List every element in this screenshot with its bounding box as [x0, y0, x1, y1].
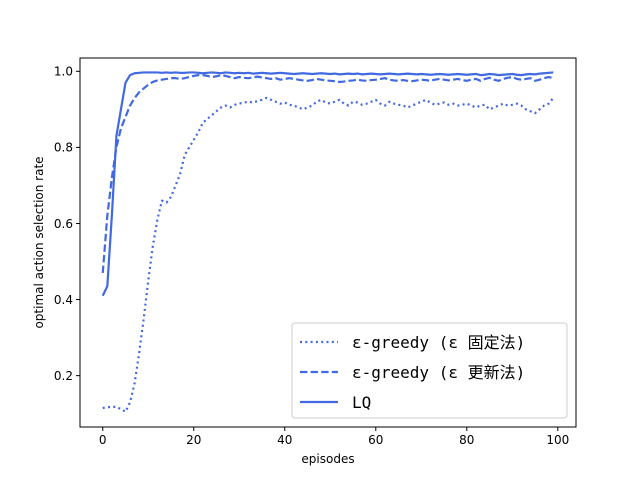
series-layer [101, 71, 555, 413]
y-axis-label: optimal action selection rate [32, 156, 46, 328]
y-tick-label: 0.6 [54, 217, 73, 231]
legend-label-3: LQ [352, 393, 371, 412]
y-tick-label: 1.0 [54, 65, 73, 79]
legend-label-2: ε-greedy (ε 更新法) [352, 363, 525, 382]
x-tick-label: 0 [99, 433, 107, 447]
x-tick-label: 20 [186, 433, 201, 447]
x-tick-label: 40 [277, 433, 292, 447]
legend: ε-greedy (ε 固定法) ε-greedy (ε 更新法) LQ [291, 322, 568, 419]
series-line-1 [102, 96, 555, 413]
legend-label-1: ε-greedy (ε 固定法) [352, 333, 525, 352]
ticks-layer: 0 20 40 60 80 100 0.2 0.4 0.6 0.8 1.0 [54, 65, 569, 447]
legend-box [291, 322, 568, 419]
plot-frame [79, 57, 577, 428]
series-line-2 [101, 74, 554, 274]
legend-items: ε-greedy (ε 固定法) ε-greedy (ε 更新法) LQ [300, 333, 525, 412]
y-tick-label: 0.4 [54, 293, 73, 307]
series-line-3 [101, 71, 554, 297]
x-tick-label: 80 [459, 433, 474, 447]
y-tick-label: 0.8 [54, 141, 73, 155]
x-axis-label: episodes [301, 452, 354, 466]
y-tick-label: 0.2 [54, 369, 73, 383]
x-tick-label: 60 [368, 433, 383, 447]
x-tick-label: 100 [546, 433, 569, 447]
